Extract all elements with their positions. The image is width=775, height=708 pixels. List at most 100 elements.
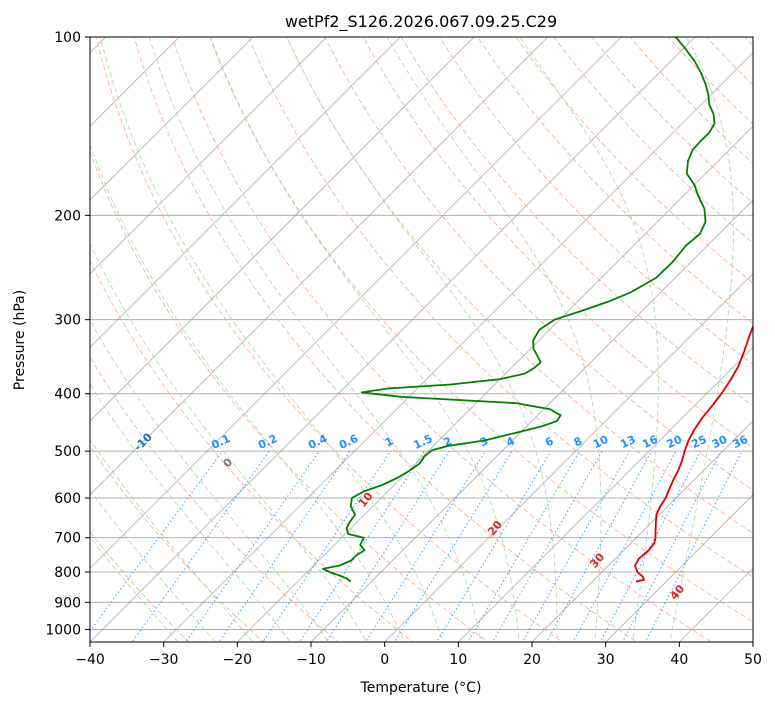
isotherm-line	[236, 125, 753, 642]
dry-adiabat-line	[667, 37, 753, 125]
dewpoint-profile-line	[322, 37, 716, 583]
mixing-ratio-line	[90, 450, 223, 632]
x-tick-label: −40	[75, 652, 105, 668]
sounding-profiles	[322, 37, 753, 583]
y-axis: 100 200 300 400 500 600 700 800 900 1000	[45, 30, 90, 638]
dry-adiabat-line	[133, 37, 638, 642]
dry-adiabat-line	[744, 37, 753, 47]
mixing-ratio-line	[131, 450, 270, 642]
mixing-ratio-label: 16	[640, 433, 660, 451]
isotherm-line	[90, 37, 475, 422]
background-lines	[90, 24, 775, 654]
mixing-ratio-line	[393, 450, 513, 642]
y-tick-label: 200	[54, 208, 81, 224]
dry-adiabat-line	[90, 150, 489, 642]
dry-adiabat-line	[171, 37, 713, 642]
dry-adiabat-line	[324, 37, 753, 491]
y-tick-label: 600	[54, 491, 81, 507]
moist-adiabat-line	[386, 37, 602, 642]
dry-adiabat-line	[286, 37, 753, 534]
isotherm-line	[90, 37, 328, 275]
mixing-ratio-label: 30	[710, 433, 730, 451]
moist-adiabat-line	[90, 489, 216, 642]
x-axis: −40 −30 −20 −10 0 10 20 30 40 50	[75, 642, 762, 668]
mixing-ratio-line	[467, 450, 580, 642]
moist-adiabat-line	[90, 383, 291, 642]
isotherm-line	[531, 420, 753, 642]
mixing-ratio-line	[545, 450, 653, 642]
temperature-profile-line	[634, 324, 753, 583]
mixing-ratio-line	[185, 450, 320, 642]
dry-adiabat-line	[438, 37, 753, 365]
y-tick-label: 1000	[45, 622, 81, 638]
moist-adiabat-line	[669, 37, 734, 642]
mixing-ratio-line	[491, 450, 603, 642]
dry-adiabat-line	[553, 37, 753, 244]
x-tick-label: 20	[523, 652, 541, 668]
y-tick-label: 300	[54, 313, 81, 329]
isotherm-line	[90, 37, 180, 127]
y-tick-label: 900	[54, 595, 81, 611]
mixing-ratio-label: 20	[665, 433, 685, 451]
dry-adiabat-label: -10	[132, 430, 155, 453]
x-tick-label: −10	[296, 652, 326, 668]
isotherm-line	[90, 37, 622, 569]
dry-adiabat-line	[210, 37, 753, 623]
plot-frame	[89, 36, 754, 643]
mixing-ratio-label: 1.5	[411, 432, 434, 452]
isotherm-line	[90, 37, 549, 496]
mixing-ratio-line	[644, 450, 743, 642]
dry-adiabat-line	[629, 37, 753, 165]
moist-adiabat-line	[99, 37, 444, 642]
moist-adiabat-line	[286, 37, 558, 642]
mixing-ratio-label: 10	[591, 433, 611, 451]
mixing-ratio-label: 0.4	[306, 432, 329, 452]
dry-adiabat-line	[95, 37, 564, 642]
y-tick-label: 500	[54, 444, 81, 460]
mixing-ratio-label: 13	[618, 433, 637, 451]
isotherm-line	[310, 199, 753, 642]
mixing-ratio-line	[262, 450, 392, 642]
dry-adiabat-line	[248, 37, 753, 578]
y-tick-label: 800	[54, 565, 81, 581]
mixing-ratio-line	[436, 450, 552, 642]
isotherm-line	[605, 494, 753, 642]
mixing-ratio-line	[521, 450, 630, 642]
dry-adiabat-line	[477, 37, 753, 325]
moist-adiabat-label: 30	[587, 550, 607, 570]
moist-adiabat-line	[90, 536, 179, 642]
moist-adiabat-line	[90, 319, 329, 642]
moist-adiabat-label: 40	[667, 582, 687, 602]
y-axis-label: Pressure (hPa)	[12, 290, 28, 390]
dry-adiabat-line	[400, 37, 753, 407]
moist-adiabat-line	[148, 37, 482, 642]
y-tick-label: 700	[54, 531, 81, 547]
moist-adiabat-line	[90, 143, 406, 642]
dry-adiabat-line	[515, 37, 753, 284]
dry-adiabat-line	[770, 24, 775, 654]
mixing-ratio-label: 1	[383, 434, 395, 449]
dry-adiabat-line	[591, 37, 753, 204]
moist-adiabat-label: 20	[485, 518, 505, 538]
dry-adiabat-line	[705, 37, 753, 86]
x-tick-label: 10	[449, 652, 467, 668]
mixing-ratio-label: 0.1	[209, 432, 232, 452]
dry-adiabat-line	[362, 37, 753, 449]
mixing-ratio-label: 25	[689, 433, 708, 451]
isotherm-line	[90, 37, 401, 348]
x-tick-label: 30	[597, 652, 615, 668]
x-tick-label: 40	[670, 652, 688, 668]
moist-adiabat-line	[519, 37, 659, 642]
isotherm-line	[678, 567, 753, 642]
line-labels: 0.10.20.40.611.52346810131620253036-100-…	[132, 430, 751, 602]
y-tick-label: 400	[54, 387, 81, 403]
mixing-ratio-label: 8	[572, 434, 584, 449]
y-tick-label: 100	[54, 30, 81, 46]
dry-adiabat-line	[90, 356, 339, 642]
mixing-ratio-line	[298, 450, 425, 642]
dry-adiabat-line	[90, 259, 414, 642]
dry-adiabat-line	[90, 445, 265, 642]
x-tick-label: 50	[744, 652, 762, 668]
moist-adiabat-line	[90, 439, 254, 642]
